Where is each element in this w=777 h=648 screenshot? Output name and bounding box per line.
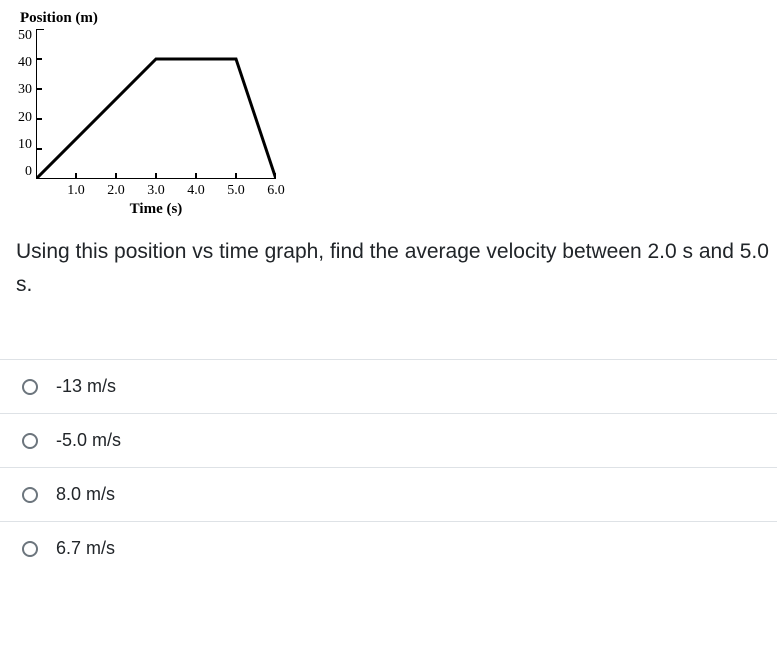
y-tick-label: 20 — [18, 111, 32, 125]
radio-icon — [22, 379, 38, 395]
option-label: -5.0 m/s — [56, 430, 121, 451]
y-tick-label: 10 — [18, 138, 32, 152]
option-label: 6.7 m/s — [56, 538, 115, 559]
answer-option[interactable]: 8.0 m/s — [0, 467, 777, 521]
x-tick-label: 4.0 — [176, 183, 216, 199]
x-axis-ticks: 1.02.03.04.05.06.0 — [36, 183, 296, 199]
y-axis-title: Position (m) — [20, 10, 777, 27]
answer-options: -13 m/s -5.0 m/s 8.0 m/s 6.7 m/s — [0, 359, 777, 575]
option-label: -13 m/s — [56, 376, 116, 397]
y-axis-ticks: 50 40 30 20 10 0 — [18, 29, 36, 179]
answer-option[interactable]: -5.0 m/s — [0, 413, 777, 467]
y-tick-label: 50 — [18, 29, 32, 43]
answer-option[interactable]: -13 m/s — [0, 359, 777, 413]
chart-svg — [36, 29, 276, 179]
question-text: Using this position vs time graph, find … — [0, 218, 777, 301]
radio-icon — [22, 433, 38, 449]
y-tick-label: 30 — [18, 83, 32, 97]
x-tick-label: 1.0 — [56, 183, 96, 199]
y-tick-label: 40 — [18, 56, 32, 70]
chart-container: Position (m) 50 40 30 20 10 0 1.02.03.04.05.0… — [0, 0, 777, 218]
answer-option[interactable]: 6.7 m/s — [0, 521, 777, 575]
x-tick-label: 2.0 — [96, 183, 136, 199]
x-axis-title: Time (s) — [36, 201, 276, 218]
radio-icon — [22, 541, 38, 557]
y-tick-label: 0 — [25, 165, 32, 179]
option-label: 8.0 m/s — [56, 484, 115, 505]
radio-icon — [22, 487, 38, 503]
x-tick-label: 3.0 — [136, 183, 176, 199]
x-tick-label: 5.0 — [216, 183, 256, 199]
x-tick-label: 6.0 — [256, 183, 296, 199]
chart-plot — [36, 29, 276, 179]
